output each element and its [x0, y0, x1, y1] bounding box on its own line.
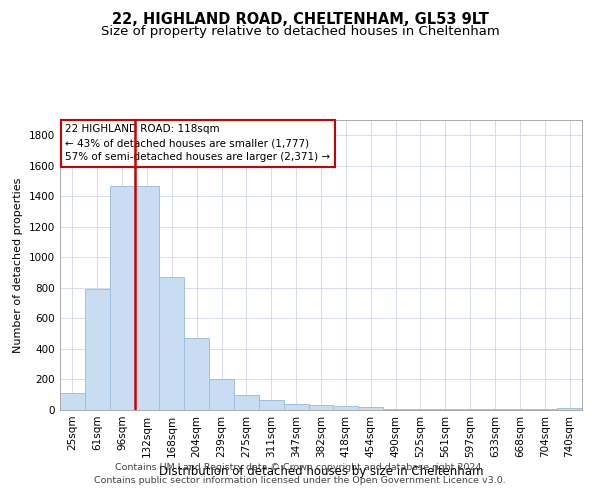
- Bar: [508, 409, 532, 410]
- Bar: [85, 290, 110, 410]
- Bar: [160, 277, 184, 410]
- Bar: [383, 409, 408, 410]
- Text: Contains HM Land Registry data © Crown copyright and database right 2024.: Contains HM Land Registry data © Crown c…: [115, 464, 485, 472]
- Bar: [259, 400, 284, 410]
- X-axis label: Distribution of detached houses by size in Cheltenham: Distribution of detached houses by size …: [159, 466, 483, 478]
- Text: 22 HIGHLAND ROAD: 118sqm
← 43% of detached houses are smaller (1,777)
57% of sem: 22 HIGHLAND ROAD: 118sqm ← 43% of detach…: [65, 124, 331, 162]
- Text: Size of property relative to detached houses in Cheltenham: Size of property relative to detached ho…: [101, 25, 499, 38]
- Bar: [134, 186, 160, 410]
- Bar: [184, 338, 209, 410]
- Bar: [308, 406, 334, 410]
- Bar: [209, 380, 234, 410]
- Bar: [532, 409, 557, 410]
- Bar: [358, 407, 383, 410]
- Bar: [557, 408, 582, 410]
- Bar: [408, 409, 433, 410]
- Bar: [284, 404, 308, 410]
- Bar: [334, 406, 358, 410]
- Bar: [458, 409, 482, 410]
- Y-axis label: Number of detached properties: Number of detached properties: [13, 178, 23, 352]
- Bar: [234, 394, 259, 410]
- Bar: [60, 393, 85, 410]
- Text: 22, HIGHLAND ROAD, CHELTENHAM, GL53 9LT: 22, HIGHLAND ROAD, CHELTENHAM, GL53 9LT: [112, 12, 488, 28]
- Text: Contains public sector information licensed under the Open Government Licence v3: Contains public sector information licen…: [94, 476, 506, 485]
- Bar: [110, 186, 134, 410]
- Bar: [482, 409, 508, 410]
- Bar: [433, 409, 458, 410]
